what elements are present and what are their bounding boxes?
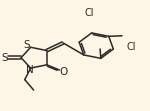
- Text: Cl: Cl: [127, 42, 136, 52]
- Text: N: N: [26, 65, 34, 75]
- Text: S: S: [1, 53, 8, 63]
- Text: Cl: Cl: [84, 8, 94, 18]
- Text: O: O: [59, 67, 67, 77]
- Text: S: S: [24, 40, 30, 50]
